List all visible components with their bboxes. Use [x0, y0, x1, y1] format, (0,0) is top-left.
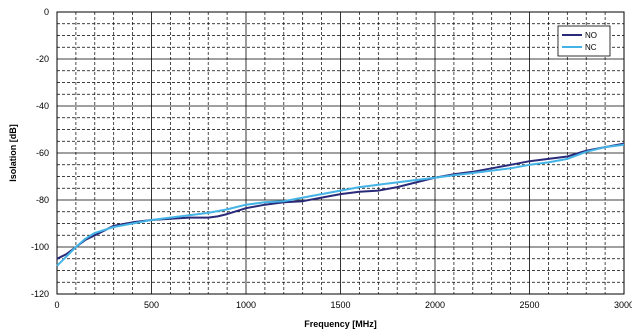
y-axis-title: Isolation [dB]	[8, 124, 18, 182]
y-tick-labels: 0 -20 -40 -60 -80 -100 -120	[31, 7, 49, 299]
legend-label-no: NO	[585, 31, 597, 40]
legend-box	[557, 25, 611, 57]
legend: NO NC	[557, 25, 611, 57]
x-tick-label: 2500	[519, 300, 539, 310]
y-tick-label: -80	[36, 195, 49, 205]
major-gridlines	[56, 11, 625, 295]
series-line-nc	[56, 143, 625, 267]
x-tick-label: 1000	[236, 300, 256, 310]
series-layer	[56, 142, 625, 267]
x-tick-label: 3000	[614, 300, 632, 310]
x-tick-label: 2000	[425, 300, 445, 310]
plot-area-border	[56, 11, 625, 295]
x-tick-label: 1500	[330, 300, 350, 310]
series-line-no	[56, 142, 625, 260]
y-tick-label: -40	[36, 101, 49, 111]
y-tick-label: -120	[31, 289, 49, 299]
x-tick-labels: 0 500 1000 1500 2000 2500 3000	[54, 300, 632, 310]
x-tick-label: 500	[144, 300, 159, 310]
y-tick-label: -60	[36, 148, 49, 158]
y-tick-label: -100	[31, 242, 49, 252]
x-tick-label: 0	[54, 300, 59, 310]
x-axis-title: Frequency [MHz]	[304, 319, 377, 329]
y-tick-label: -20	[36, 54, 49, 64]
y-tick-label: 0	[44, 7, 49, 17]
legend-label-nc: NC	[585, 43, 597, 52]
